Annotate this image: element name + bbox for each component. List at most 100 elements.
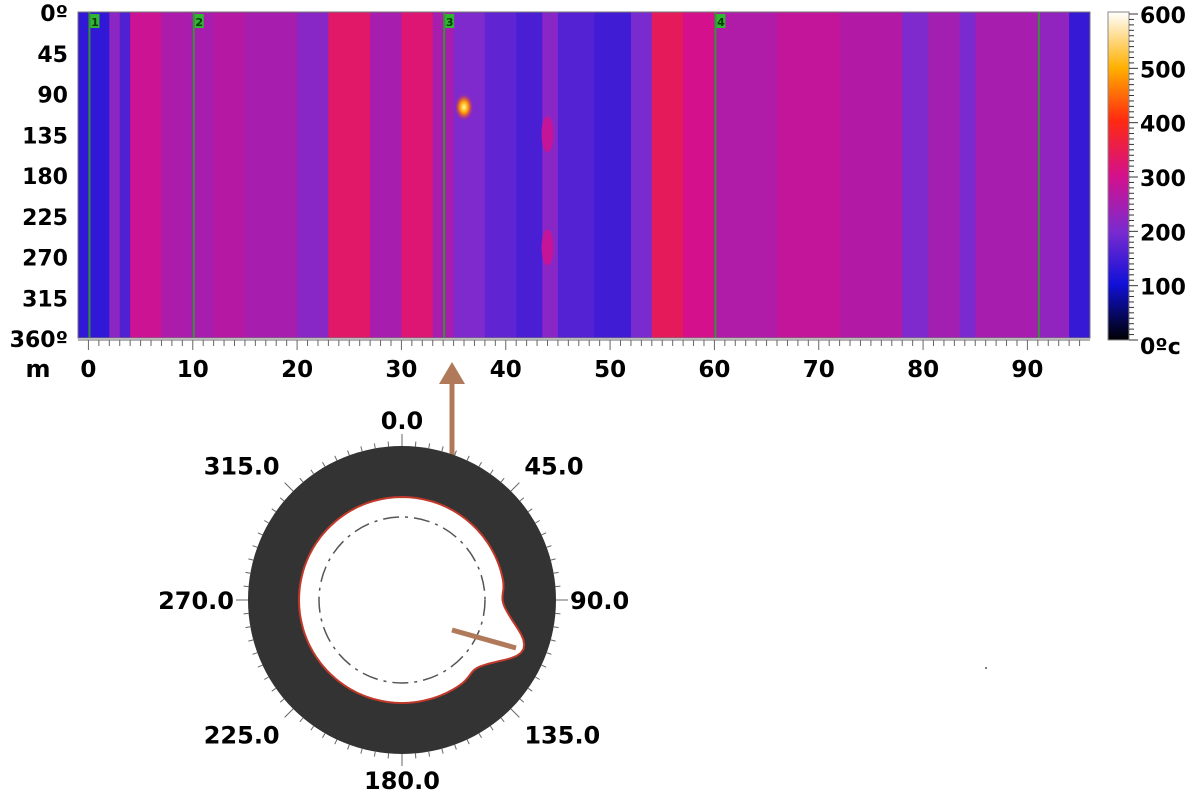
colorbar-tick-label: 300 (1140, 167, 1186, 192)
polar-minor-tick (454, 744, 457, 750)
heatmap-band-10 (370, 12, 402, 338)
polar-minor-tick (546, 652, 552, 655)
polar-minor-tick (299, 477, 304, 483)
x-axis: 0 10 20 30 40 50 60 70 80 90 (78, 339, 1090, 383)
y-tick-label: 135 (22, 124, 68, 149)
marker-tag-2 (445, 14, 455, 28)
polar-minor-tick (541, 664, 547, 668)
marker-tag-1 (194, 14, 204, 28)
heatmap-band-2 (119, 12, 131, 338)
polar-major-tick (284, 708, 294, 718)
polar-minor-tick (553, 571, 559, 574)
heatmap-panel: 1 2 3 4 0º 45 90 135 180 225 270 315 360º 0 10 20 30 40… (10, 2, 1091, 383)
heatmap-band-29 (1037, 12, 1070, 338)
polar-minor-tick (245, 571, 251, 574)
heatmap-band-14 (484, 12, 517, 338)
polar-nominal-circle (318, 516, 486, 684)
polar-minor-tick (252, 545, 258, 548)
y-tick-label: 0º (40, 2, 68, 27)
x-tick-label: 70 (803, 357, 835, 383)
y-tick-label: 270 (22, 247, 68, 272)
marker-tag-0 (90, 14, 100, 28)
x-tick-label: 60 (698, 357, 730, 383)
polar-minor-tick (519, 497, 525, 502)
polar-angle-label: 45.0 (524, 453, 583, 481)
polar-minor-tick (546, 545, 552, 548)
hotspot-1 (541, 116, 554, 153)
heatmap-band-7 (244, 12, 298, 338)
polar-minor-tick (245, 626, 251, 629)
heatmap-band-1 (109, 12, 121, 338)
heatmap-band-30 (1069, 12, 1091, 338)
polar-minor-tick (428, 443, 431, 449)
polar-minor-tick (550, 639, 556, 642)
polar-major-tick (510, 708, 520, 718)
colorbar: 0ºc 100 200 300 400 500 600 (1107, 4, 1186, 360)
polar-angle-label: 135.0 (524, 721, 600, 749)
polar-minor-tick (478, 733, 482, 738)
heatmap-hotspots (455, 94, 554, 266)
pointer-radial-line (451, 627, 517, 651)
polar-angle-label: 270.0 (158, 587, 234, 615)
y-tick-label: 180 (22, 165, 68, 190)
hotspot-0 (455, 94, 474, 121)
heatmap-band-17 (557, 12, 595, 338)
polar-minor-tick (428, 751, 431, 757)
polar-major-tick (510, 482, 520, 492)
polar-minor-tick (466, 739, 470, 745)
heatmap-band-24 (839, 12, 903, 338)
section-markers: 1 2 3 4 (88, 12, 1040, 338)
heatmap-band-23 (777, 12, 841, 338)
heatmap-band-0 (78, 12, 110, 338)
polar-minor-tick (279, 497, 285, 502)
polar-minor-tick (441, 446, 444, 452)
polar-minor-tick (550, 558, 556, 561)
heatmap-band-4 (161, 12, 189, 338)
speck (985, 667, 987, 669)
y-tick-label: 360º (10, 328, 68, 353)
marker-label-2: 3 (446, 16, 454, 29)
polar-minor-tick (478, 462, 482, 467)
heatmap-band-3 (130, 12, 162, 338)
y-axis: 0º 45 90 135 180 225 270 315 360º (10, 2, 68, 353)
x-tick-label: 40 (490, 357, 522, 383)
colorbar-tick-label: 0ºc (1140, 335, 1181, 360)
polar-minor-tick (535, 520, 540, 524)
polar-minor-tick (310, 725, 315, 731)
heatmap-band-11 (401, 12, 434, 338)
polar-minor-tick (347, 744, 350, 750)
polar-minor-tick (252, 652, 258, 655)
y-tick-label: 45 (37, 43, 68, 68)
heatmap-band-15 (516, 12, 543, 338)
polar-minor-tick (454, 450, 457, 456)
polar-minor-tick (310, 469, 315, 475)
x-tick-label: 0 (80, 357, 96, 383)
colorbar-tick-label: 200 (1140, 221, 1186, 246)
polar-minor-tick (299, 717, 304, 723)
colorbar-gradient (1107, 11, 1130, 341)
marker-label-3: 4 (717, 16, 725, 29)
marker-label-1: 2 (195, 16, 203, 29)
x-tick-label: 90 (1011, 357, 1043, 383)
heatmap-band-21 (683, 12, 715, 338)
polar-minor-tick (264, 676, 269, 680)
pointer-arrowhead (439, 362, 465, 384)
polar-angle-label: 180.0 (364, 767, 440, 795)
polar-minor-tick (248, 639, 254, 642)
polar-minor-tick (322, 462, 326, 467)
polar-minor-tick (334, 455, 338, 461)
heatmap-band-22 (714, 12, 778, 338)
heatmap-band-18 (594, 12, 632, 338)
heatmap-band-26 (928, 12, 961, 338)
polar-minor-tick (535, 676, 540, 680)
heatmap-band-28 (975, 12, 1039, 338)
polar-minor-tick (279, 698, 285, 703)
x-tick-label: 10 (177, 357, 209, 383)
heatmap-frame (77, 11, 1091, 339)
polar-minor-tick (500, 477, 505, 483)
polar-minor-tick (373, 751, 376, 757)
heatmap-band-8 (297, 12, 329, 338)
polar-minor-tick (527, 687, 533, 692)
heatmap-band-19 (630, 12, 653, 338)
polar-angle-label: 315.0 (204, 453, 280, 481)
